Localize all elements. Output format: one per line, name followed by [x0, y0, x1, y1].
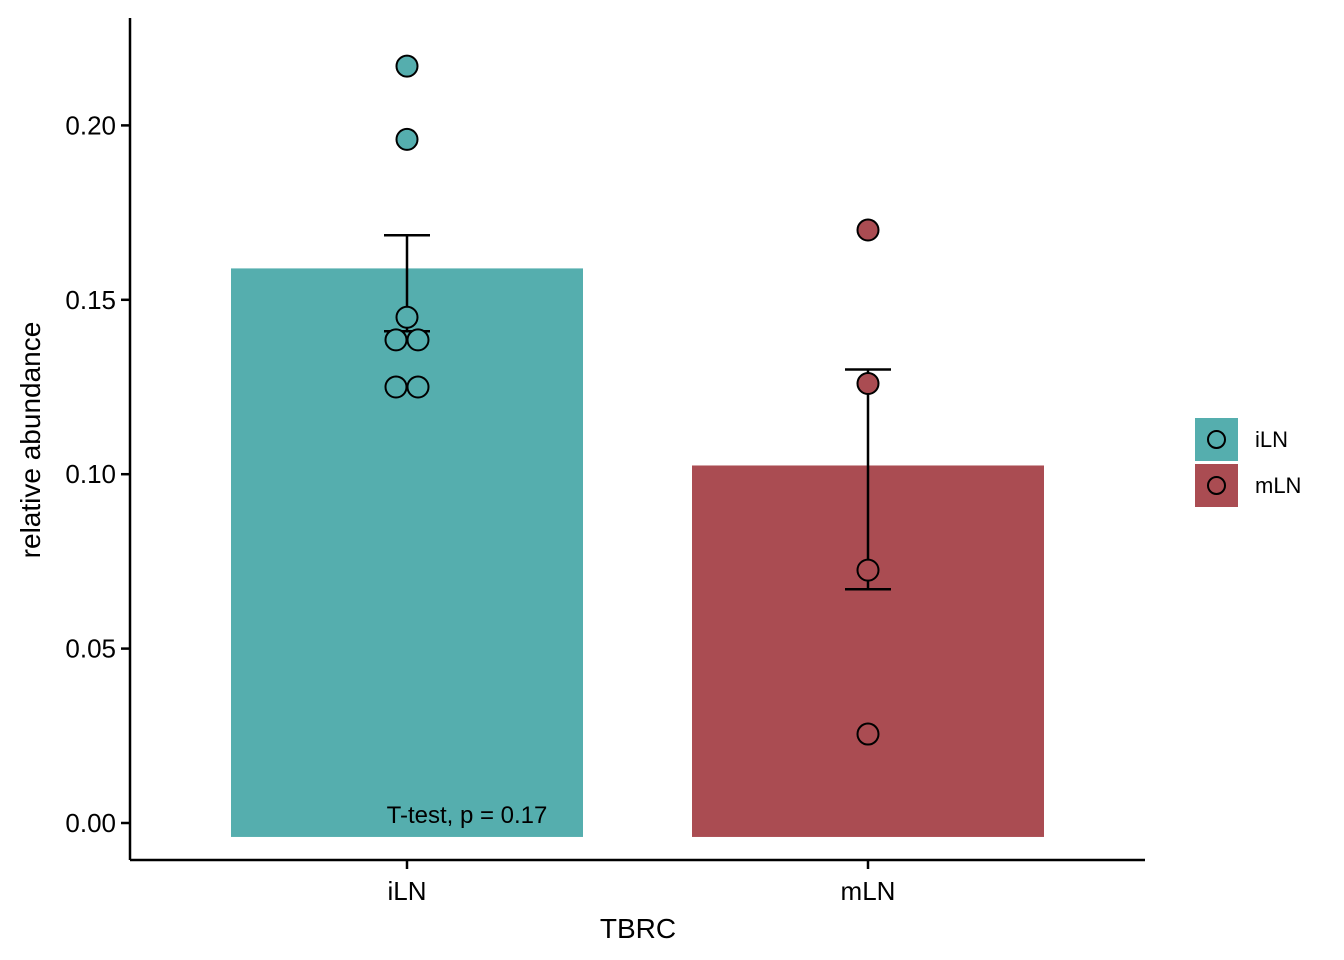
axes-layer: 0.00 0.05 0.10 0.15 0.20 iLN mLN: [65, 18, 1145, 906]
bars-layer: [231, 268, 1044, 837]
legend-marker: [1207, 476, 1226, 495]
legend-marker: [1207, 430, 1226, 449]
y-tick-label: 0.10: [65, 459, 116, 489]
data-point: [395, 305, 419, 329]
data-point: [395, 127, 419, 151]
bar-iLN: [231, 268, 583, 837]
legend-entry-iLN: iLN: [1195, 418, 1288, 461]
y-axis-title: relative abundance: [15, 322, 46, 559]
x-tick-label: iLN: [387, 876, 426, 906]
y-tick-label: 0.15: [65, 285, 116, 315]
data-point: [406, 328, 430, 352]
data-point: [856, 558, 880, 582]
legend-entry-mLN: mLN: [1195, 464, 1301, 507]
legend-label: iLN: [1255, 427, 1288, 452]
data-point: [856, 218, 880, 242]
legend-label: mLN: [1255, 473, 1301, 498]
legend: iLN mLN: [1195, 418, 1301, 507]
data-point: [856, 722, 880, 746]
points-layer: [384, 54, 880, 746]
y-tick-label: 0.05: [65, 634, 116, 664]
x-axis-title: TBRC: [600, 913, 676, 944]
data-point: [384, 375, 408, 399]
test-annotation: T-test, p = 0.17: [387, 802, 548, 829]
error-bar-mLN: [845, 368, 891, 591]
data-point: [384, 328, 408, 352]
y-tick-label: 0.00: [65, 808, 116, 838]
data-point: [395, 54, 419, 78]
data-point: [856, 372, 880, 396]
x-tick-label: mLN: [841, 876, 896, 906]
y-tick-label: 0.20: [65, 110, 116, 140]
data-point: [406, 375, 430, 399]
